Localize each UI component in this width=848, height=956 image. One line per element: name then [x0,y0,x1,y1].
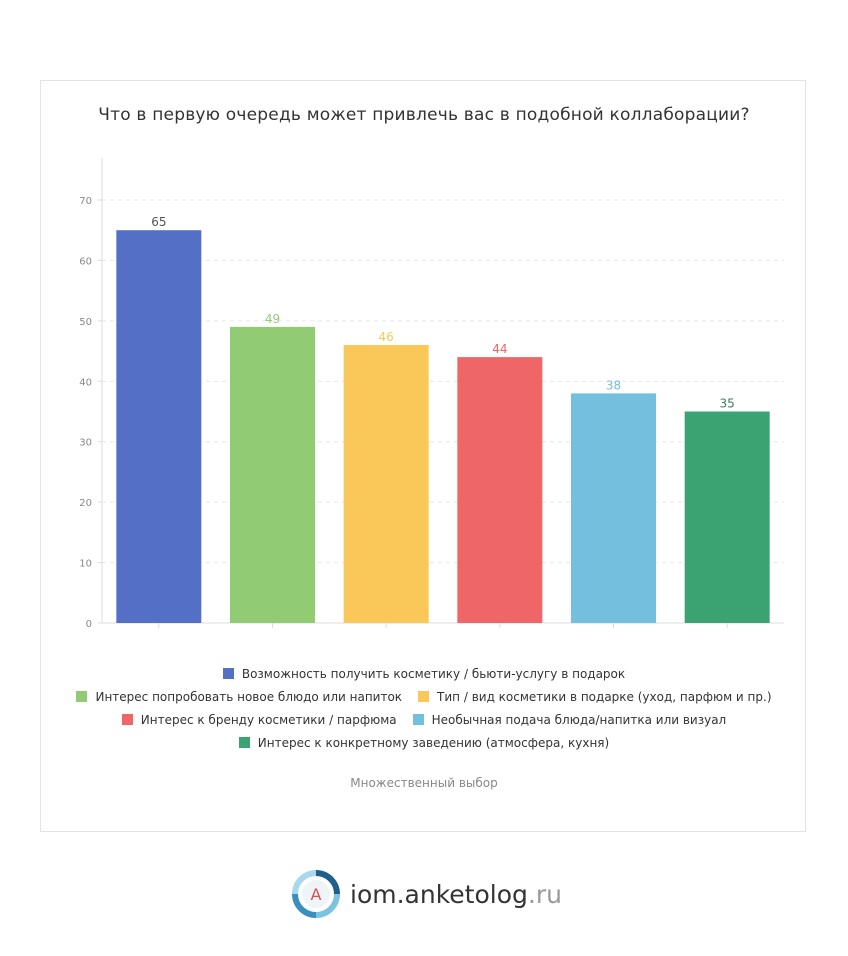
legend-item-cosmetics-type[interactable]: Тип / вид косметики в подарке (уход, пар… [418,689,772,704]
legend-label: Интерес к конкретному заведению (атмосфе… [257,735,610,750]
footnote: Множественный выбор [350,776,498,790]
legend-item-brand-interest[interactable]: Интерес к бренду косметики / парфюма [121,712,397,727]
legend-item-new-dish[interactable]: Интерес попробовать новое блюдо или напи… [76,690,402,704]
legend-label: Возможность получить косметику / бьюти-у… [241,666,626,681]
y-tick-label: 20 [79,498,92,509]
bar [571,393,656,623]
bar [116,230,202,623]
y-tick-label: 30 [79,438,92,449]
data-label: 35 [720,397,735,411]
legend-row: Возможность получить косметику / бьюти-у… [0,662,848,685]
legend-swatch [238,737,250,748]
chart-title: Что в первую очередь может привлечь вас … [98,105,750,125]
y-tick-label: 70 [79,196,92,207]
legend-item-venue-interest[interactable]: Интерес к конкретному заведению (атмосфе… [238,735,610,750]
y-tick-label: 10 [79,559,92,570]
bar [457,357,543,623]
bar [343,345,429,623]
legend-label: Интерес попробовать новое блюдо или напи… [95,689,403,704]
legend-swatch [222,668,234,679]
bar-chart: 0 10 20 30 40 50 60 70 65 49 46 44 38 35 [79,158,784,630]
data-label: 38 [606,378,621,392]
legend-swatch [76,691,88,702]
bar [230,326,315,623]
legend-row: Интерес к конкретному заведению (атмосфе… [0,731,848,754]
brand-name: iom.anketolog.ru [350,879,562,909]
legend-item-cosmetics-gift[interactable]: Возможность получить косметику / бьюти-у… [222,666,626,681]
anketolog-logo-icon: A [292,870,340,918]
legend-label: Необычная подача блюда/напитка или визуа… [431,712,727,727]
legend-row: Интерес к бренду косметики / парфюма Нео… [0,708,848,731]
legend-swatch [412,714,424,725]
logo-letter: A [311,885,322,904]
legend-row: Интерес попробовать новое блюдо или напи… [0,685,848,708]
legend-label: Тип / вид косметики в подарке (уход, пар… [437,689,772,704]
y-tick-label: 50 [79,317,92,328]
data-label: 65 [151,215,166,229]
brand-footer[interactable]: A iom.anketolog.ru [292,870,562,918]
y-tick-label: 0 [86,619,92,630]
data-label: 49 [265,312,280,326]
y-tick-label: 60 [79,256,92,267]
chart-legend: Возможность получить косметику / бьюти-у… [0,662,848,754]
data-label: 46 [379,330,394,344]
legend-item-unusual-serving[interactable]: Необычная подача блюда/напитка или визуа… [412,712,727,727]
legend-swatch [121,714,133,725]
y-tick-label: 40 [79,377,92,388]
data-label: 44 [492,342,507,356]
legend-label: Интерес к бренду косметики / парфюма [140,712,397,727]
legend-swatch [418,691,430,702]
bar [684,411,770,623]
